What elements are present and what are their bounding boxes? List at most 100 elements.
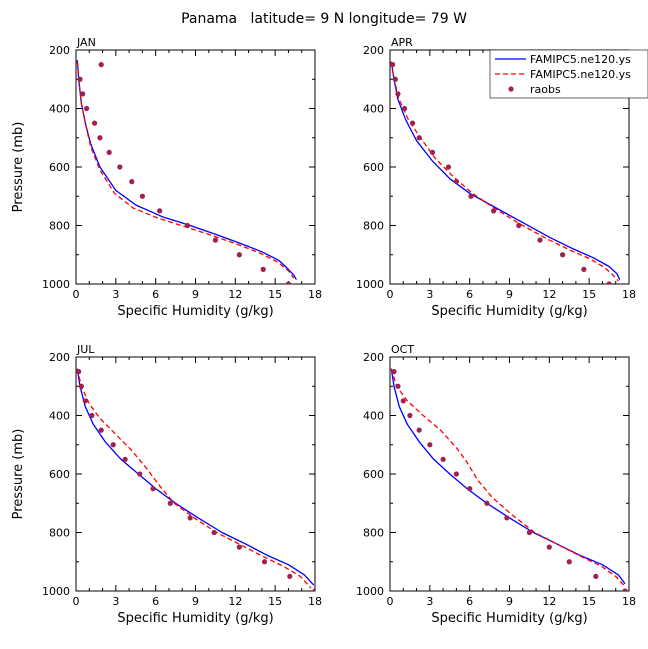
x-tick-label: 0: [387, 595, 394, 608]
panel-label: OCT: [391, 343, 414, 356]
series-group: [390, 61, 621, 284]
series-group: [390, 368, 628, 591]
raobs-point: [490, 208, 497, 214]
raobs-point: [98, 427, 104, 433]
x-axis-label: Specific Humidity (g/kg): [431, 611, 587, 626]
y-tick-label: 200: [49, 44, 70, 57]
x-axis-label: Specific Humidity (g/kg): [431, 304, 587, 319]
x-tick-label: 3: [112, 595, 119, 608]
raobs-point: [236, 252, 242, 258]
raobs-point: [150, 486, 156, 492]
raobs-point: [484, 500, 490, 506]
x-tick-label: 3: [426, 288, 433, 301]
raobs-point: [445, 164, 452, 170]
raobs-point: [89, 412, 95, 419]
raobs-point: [157, 208, 163, 214]
raobs-point: [82, 398, 88, 404]
raobs-point: [537, 237, 543, 243]
y-tick-label: 800: [363, 527, 384, 540]
x-tick-label: 12: [542, 595, 556, 608]
raobs-point: [409, 120, 416, 126]
raobs-point: [98, 62, 104, 68]
y-axis-label: Pressure (mb): [11, 122, 26, 213]
x-axis-label: Specific Humidity (g/kg): [117, 611, 273, 626]
x-tick-label: 0: [73, 288, 80, 301]
raobs-point: [137, 471, 143, 477]
raobs-point: [122, 456, 128, 462]
chart-panel-jul: 0 3 6 9 12 15 18 200 400 600 800 1000 JUL Specific Hu…: [11, 343, 322, 626]
x-tick-label: 18: [622, 595, 636, 608]
chart-panel-apr: 0 3 6 9 12 15 18 200 400 600 800 1000 APR Specific Hu…: [356, 36, 636, 319]
legend-box: [489, 49, 648, 99]
y-tick-label: 600: [363, 161, 384, 174]
y-axis-label: Pressure (mb): [11, 429, 26, 520]
raobs-point: [110, 442, 116, 448]
model-line-solid: [390, 368, 626, 585]
raobs-point: [261, 559, 268, 565]
x-tick-label: 3: [426, 595, 433, 608]
raobs-point: [429, 149, 436, 155]
y-tick-label: 400: [49, 410, 70, 423]
y-tick-label: 200: [363, 44, 384, 57]
raobs-point: [391, 369, 397, 375]
raobs-point: [468, 193, 474, 199]
raobs-point: [427, 442, 433, 448]
raobs-point: [167, 500, 173, 506]
raobs-point: [453, 471, 459, 477]
raobs-point: [526, 529, 533, 536]
x-tick-label: 18: [622, 288, 636, 301]
chart-panel-jan: 0 3 6 9 12 15 18 200 400 600 800 1000 JAN Specific Hu…: [11, 36, 322, 319]
y-tick-label: 400: [363, 103, 384, 116]
x-tick-label: 6: [152, 595, 159, 608]
raobs-point: [516, 222, 522, 229]
raobs-point: [117, 164, 123, 170]
raobs-point: [260, 266, 266, 272]
raobs-point: [212, 237, 219, 243]
raobs-point: [392, 76, 398, 82]
x-tick-label: 12: [542, 288, 556, 301]
raobs-point: [504, 515, 510, 521]
x-tick-label: 15: [268, 288, 282, 301]
raobs-point: [91, 120, 98, 126]
y-tick-label: 1000: [356, 585, 384, 598]
x-tick-label: 15: [268, 595, 282, 608]
y-tick-label: 600: [363, 468, 384, 481]
raobs-point: [400, 398, 406, 404]
x-tick-label: 18: [308, 288, 322, 301]
plot-frame: [75, 49, 316, 285]
raobs-point: [287, 573, 293, 579]
raobs-point: [78, 383, 84, 389]
x-tick-label: 15: [582, 595, 596, 608]
legend-marker-dot: [508, 86, 514, 92]
figure-title: Panama latitude= 9 N longitude= 79 W: [181, 11, 467, 27]
model-line-solid: [76, 60, 297, 280]
raobs-point: [390, 62, 396, 68]
legend-label: FAMIPC5.ne120.ys: [530, 68, 631, 81]
x-tick-label: 12: [228, 288, 242, 301]
raobs-point: [560, 252, 566, 258]
plot-frame: [75, 356, 316, 592]
x-tick-label: 18: [308, 595, 322, 608]
y-tick-label: 1000: [42, 585, 70, 598]
raobs-point: [593, 573, 599, 579]
raobs-point: [467, 486, 473, 492]
raobs-point: [184, 222, 191, 229]
raobs-point: [97, 135, 103, 141]
series-group: [76, 60, 297, 284]
panel-label: JUL: [76, 343, 95, 356]
panel-label: JAN: [76, 36, 96, 49]
raobs-point: [416, 135, 422, 141]
raobs-point: [407, 412, 413, 419]
legend-label: raobs: [530, 83, 561, 96]
model-line-dashed: [76, 368, 312, 589]
y-tick-label: 200: [363, 351, 384, 364]
raobs-point: [622, 588, 628, 591]
y-tick-label: 400: [363, 410, 384, 423]
x-tick-label: 9: [506, 595, 513, 608]
raobs-point: [416, 427, 422, 433]
raobs-point: [76, 369, 82, 375]
raobs-point: [84, 105, 90, 112]
x-axis-label: Specific Humidity (g/kg): [117, 304, 273, 319]
model-line-dashed: [390, 368, 625, 586]
raobs-point: [77, 76, 83, 82]
